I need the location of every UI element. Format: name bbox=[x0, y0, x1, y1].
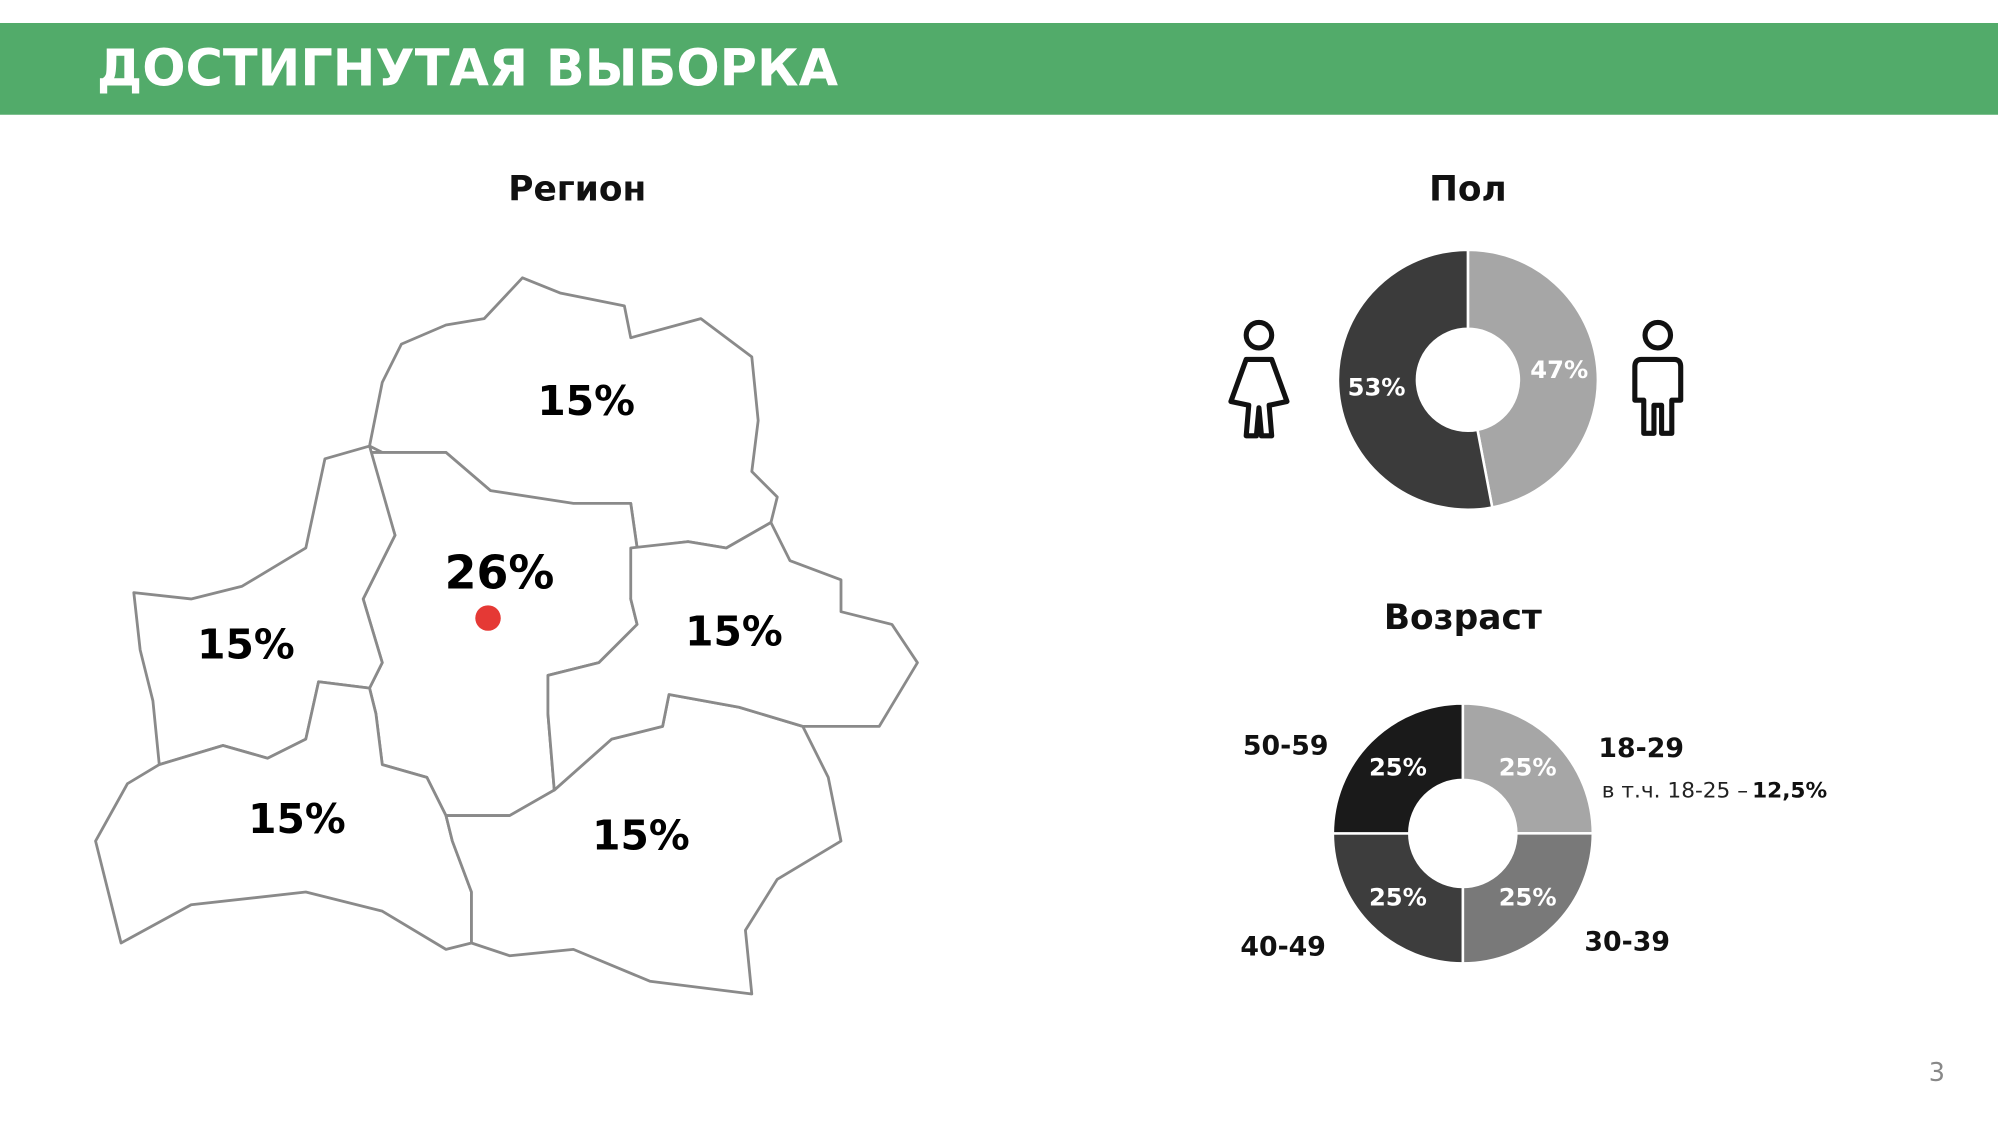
region-label: 15% bbox=[685, 608, 783, 656]
donut-slice bbox=[1466, 248, 1600, 509]
value-label: 25% bbox=[1499, 883, 1557, 911]
region-label: 15% bbox=[537, 377, 635, 425]
region-label: 26% bbox=[445, 546, 555, 600]
category-label: 40-49 bbox=[1240, 932, 1326, 963]
category-label: 30-39 bbox=[1584, 926, 1670, 957]
capital-marker bbox=[475, 605, 501, 631]
region-label: 15% bbox=[197, 620, 295, 668]
page-number: 3 bbox=[1929, 1058, 1945, 1088]
value-label: 25% bbox=[1369, 883, 1427, 911]
header-title: ДОСТИГНУТАЯ ВЫБОРКА bbox=[97, 39, 839, 98]
donut-slice bbox=[1461, 702, 1595, 835]
annotation-value: 12,5% bbox=[1752, 778, 1827, 803]
category-label: 50-59 bbox=[1243, 730, 1329, 761]
donut-slice bbox=[1336, 248, 1494, 511]
region-label: 15% bbox=[248, 795, 346, 843]
donut-slice bbox=[1331, 832, 1465, 965]
region-label: 15% bbox=[592, 812, 690, 860]
value-label: 25% bbox=[1499, 754, 1557, 782]
map-title: Регион bbox=[508, 170, 646, 210]
male-icon bbox=[1632, 319, 1684, 436]
donut-slice bbox=[1331, 702, 1465, 835]
map: 15% 26% 15% 15% 15% 15% bbox=[94, 276, 919, 996]
chart-title: Возраст bbox=[1384, 598, 1542, 638]
value-label: 25% bbox=[1369, 754, 1427, 782]
value-label: 47% bbox=[1530, 356, 1588, 384]
header-band bbox=[0, 22, 1998, 115]
value-label: 53% bbox=[1348, 373, 1406, 401]
annotation-text: в т.ч. 18-25 – bbox=[1602, 778, 1748, 803]
category-label: 18-29 bbox=[1598, 733, 1684, 764]
region-mogilev bbox=[546, 521, 919, 792]
female-icon bbox=[1228, 319, 1290, 439]
chart-title: Пол bbox=[1429, 170, 1507, 210]
donut-slice bbox=[1461, 832, 1595, 965]
